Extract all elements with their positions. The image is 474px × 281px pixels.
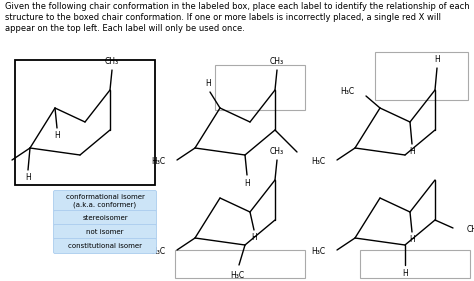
Bar: [375, 52, 468, 100]
Text: Given the following chair conformation in the labeled box, place each label to i: Given the following chair conformation i…: [5, 2, 470, 33]
Bar: [175, 250, 305, 278]
Text: not isomer: not isomer: [86, 229, 124, 235]
Text: CH₃: CH₃: [270, 148, 284, 157]
Text: H₃C: H₃C: [151, 157, 165, 167]
FancyBboxPatch shape: [54, 239, 156, 253]
Text: CH₃: CH₃: [467, 225, 474, 235]
Text: H₃C: H₃C: [340, 87, 354, 96]
Text: CH₃: CH₃: [270, 58, 284, 67]
Bar: [15, 60, 155, 185]
Text: constitutional isomer: constitutional isomer: [68, 243, 142, 249]
Text: CH₃: CH₃: [105, 58, 119, 67]
Text: H: H: [54, 132, 60, 140]
Text: H: H: [244, 178, 250, 187]
Text: H: H: [251, 234, 257, 243]
Text: H₃C: H₃C: [311, 248, 325, 257]
Text: H₃C: H₃C: [311, 157, 325, 167]
Text: stereoisomer: stereoisomer: [82, 215, 128, 221]
FancyBboxPatch shape: [54, 191, 156, 212]
Text: H: H: [409, 235, 415, 244]
Bar: [215, 65, 305, 110]
Text: H: H: [434, 56, 440, 65]
FancyBboxPatch shape: [54, 225, 156, 239]
FancyBboxPatch shape: [54, 210, 156, 225]
Bar: [360, 250, 470, 278]
Text: H: H: [25, 173, 31, 182]
Text: H₃C: H₃C: [151, 248, 165, 257]
Text: H: H: [409, 148, 415, 157]
Text: H₃C: H₃C: [230, 271, 244, 280]
Text: conformational isomer
(a.k.a. conformer): conformational isomer (a.k.a. conformer): [65, 194, 145, 208]
Text: H: H: [205, 80, 211, 89]
Text: H: H: [402, 269, 408, 278]
